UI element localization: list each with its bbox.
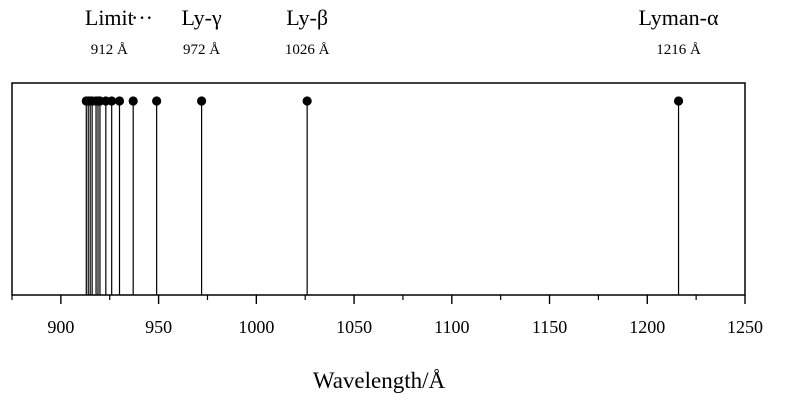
line-marker-1: [302, 96, 312, 106]
x-tick-label-5: 1150: [532, 317, 567, 337]
x-tick-label-6: 1200: [629, 317, 665, 337]
line-marker-0: [673, 96, 684, 106]
annotation-value-2: 972 Å: [183, 42, 220, 58]
plot-frame: [11, 82, 746, 296]
x-axis-ticks: 900 950 1000 1050 1100 1150 1200 1250: [11, 295, 763, 337]
annotation-name-0: Limit: [85, 5, 134, 30]
x-tick-label-1: 950: [145, 317, 172, 337]
x-tick-label-7: 1250: [727, 317, 763, 337]
line-marker-2: [197, 96, 207, 106]
x-tick-label-4: 1100: [434, 317, 469, 337]
line-marker-4: [128, 96, 138, 106]
line-marker-14: [81, 96, 91, 106]
annotation-value-0: 912 Å: [91, 42, 128, 58]
annotation-name-1: ···: [131, 5, 153, 30]
x-tick-label-2: 1000: [238, 317, 274, 337]
line-annotations: Limit 912 Å··· Ly-γ 972 Å Ly-β 1026 Å Lyman-α 1…: [85, 5, 719, 58]
line-marker-3: [152, 96, 162, 106]
x-tick-label-3: 1050: [336, 317, 372, 337]
annotation-value-3: 1026 Å: [285, 42, 330, 58]
annotation-name-4: Lyman-α: [639, 5, 719, 30]
annotation-name-3: Ly-β: [286, 5, 328, 30]
spectral-lines: [81, 96, 684, 295]
annotation-name-2: Ly-γ: [181, 5, 222, 30]
line-marker-5: [114, 96, 125, 106]
x-tick-label-0: 900: [47, 317, 74, 337]
annotation-value-4: 1216 Å: [656, 42, 701, 58]
x-axis-title: Wavelength/Å: [313, 368, 446, 393]
